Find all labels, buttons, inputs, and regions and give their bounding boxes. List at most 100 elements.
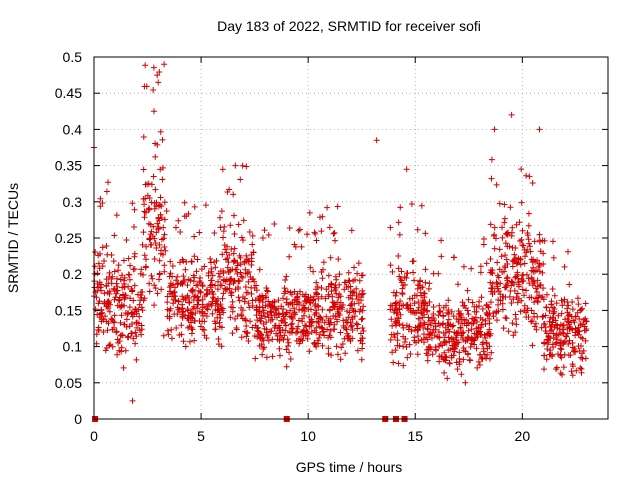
data-point (359, 287, 366, 294)
data-point (177, 229, 184, 236)
data-point (359, 335, 366, 342)
data-point (405, 326, 412, 333)
data-point (473, 318, 480, 325)
data-point (240, 237, 247, 244)
data-point (464, 337, 471, 344)
data-point (133, 310, 140, 317)
data-point (341, 279, 348, 286)
data-point (484, 351, 491, 358)
data-point (415, 298, 422, 305)
data-point (183, 213, 190, 220)
data-point (248, 255, 255, 262)
data-point (246, 304, 253, 311)
data-point (259, 298, 266, 305)
data-point (230, 191, 237, 198)
data-point (558, 297, 565, 304)
data-point (518, 297, 525, 304)
data-point (512, 311, 519, 318)
data-point (424, 308, 431, 315)
data-point (145, 205, 152, 212)
data-point (411, 292, 418, 299)
data-point (442, 329, 449, 336)
data-point (130, 223, 137, 230)
data-point (422, 279, 429, 286)
data-point (291, 309, 298, 316)
data-point (151, 282, 158, 289)
data-point (445, 297, 452, 304)
data-point (184, 282, 191, 289)
data-point (96, 265, 103, 272)
y-tick-label: 0.4 (63, 121, 83, 137)
data-point (92, 289, 99, 296)
data-point (325, 345, 332, 352)
data-point (123, 236, 130, 243)
data-point (258, 315, 265, 322)
data-point (216, 319, 223, 326)
data-point (513, 294, 520, 301)
data-point (129, 309, 136, 316)
data-point (497, 297, 504, 304)
data-point (236, 278, 243, 285)
data-point (464, 307, 471, 314)
y-tick-label: 0.2 (63, 266, 83, 282)
data-point (140, 297, 147, 304)
data-point (154, 72, 161, 79)
data-point (196, 229, 203, 236)
data-point (185, 307, 192, 314)
data-point (202, 202, 209, 209)
data-point (298, 243, 305, 250)
data-point (333, 290, 340, 297)
data-point (437, 308, 444, 315)
data-point (458, 316, 465, 323)
data-point (493, 279, 500, 286)
data-point (500, 325, 507, 332)
data-point (507, 204, 514, 211)
data-point (518, 166, 525, 173)
data-point (152, 285, 159, 292)
data-point (191, 203, 198, 210)
data-point (256, 266, 263, 273)
data-point (223, 249, 230, 256)
data-point (528, 318, 535, 325)
data-point (222, 246, 229, 253)
data-point (313, 279, 320, 286)
data-point (522, 309, 529, 316)
data-point (187, 338, 194, 345)
data-point (526, 240, 533, 247)
data-point (302, 322, 309, 329)
data-point (523, 271, 530, 278)
data-point (462, 379, 469, 386)
data-point (256, 297, 263, 304)
data-point (105, 320, 112, 327)
data-point (127, 295, 134, 302)
data-point (191, 253, 198, 260)
data-point (578, 306, 585, 313)
data-point (256, 308, 263, 315)
data-point (340, 317, 347, 324)
data-point (170, 300, 177, 307)
data-point (460, 347, 467, 354)
data-point (401, 274, 408, 281)
data-point (348, 323, 355, 330)
data-point (393, 302, 400, 309)
data-point (435, 270, 442, 277)
data-point (261, 227, 268, 234)
data-point (226, 276, 233, 283)
data-point (156, 257, 163, 264)
data-point (418, 310, 425, 317)
data-point (161, 262, 168, 269)
data-point (189, 288, 196, 295)
data-point (533, 289, 540, 296)
data-point (100, 329, 107, 336)
data-point (501, 219, 508, 226)
data-point (192, 310, 199, 317)
data-point (151, 205, 158, 212)
data-point (325, 334, 332, 341)
data-point (484, 311, 491, 318)
data-point (203, 286, 210, 293)
data-point (234, 312, 241, 319)
data-point (389, 268, 396, 275)
data-point (243, 322, 250, 329)
data-point (102, 347, 109, 354)
data-point (538, 324, 545, 331)
